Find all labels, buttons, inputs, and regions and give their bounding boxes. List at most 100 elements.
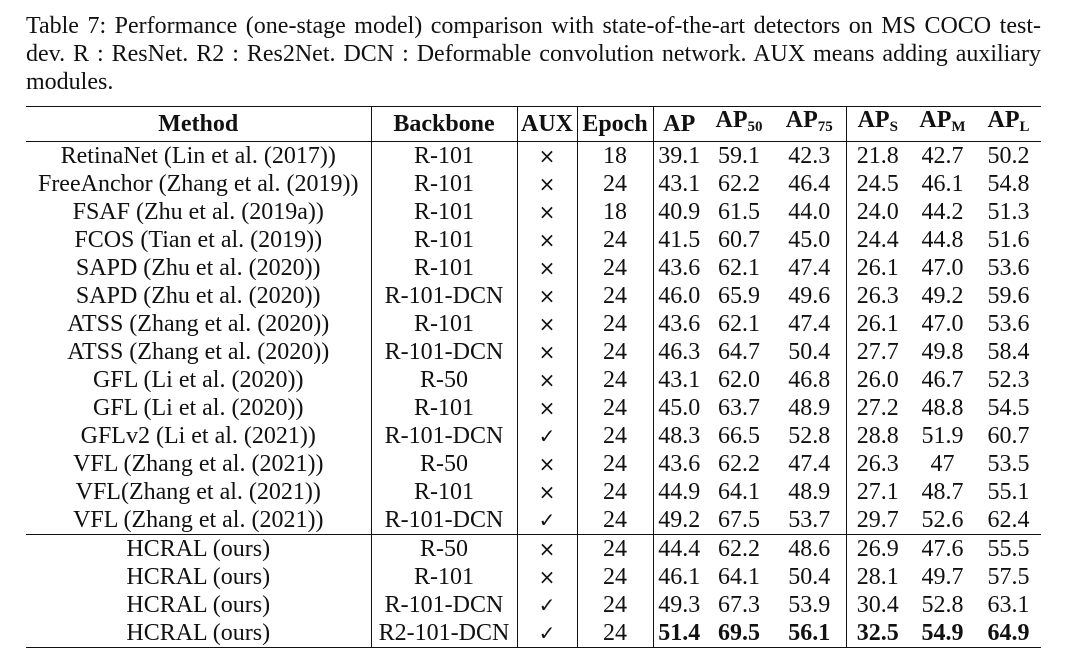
cell-backbone: R-50 bbox=[371, 534, 518, 563]
cell-method: VFL(Zhang et al. (2021)) bbox=[26, 478, 372, 506]
table-row: ATSS (Zhang et al. (2020)) R-101-DCN × 24 46… bbox=[26, 338, 1041, 366]
cell-apm: 47.0 bbox=[921, 310, 964, 337]
cell-aps: 29.7 bbox=[856, 506, 899, 533]
cell-ap50: 69.5 bbox=[705, 619, 773, 648]
table-row: HCRAL (ours) R-101 × 24 46.1 64.1 50.4 28.1 49.7… bbox=[26, 563, 1041, 591]
cell-apl: 57.5 bbox=[987, 563, 1030, 590]
cell-ap75: 53.9 bbox=[773, 591, 847, 619]
cell-epoch: 24 bbox=[577, 394, 654, 422]
cell-aux: × bbox=[517, 534, 578, 563]
table-caption: Table 7: Performance (one-stage model) c… bbox=[26, 13, 1041, 95]
cell-aps: 26.3 bbox=[856, 282, 899, 309]
cell-ap50: 62.2 bbox=[718, 170, 760, 197]
cell-apm: 46.1 bbox=[921, 170, 964, 197]
cell-aux: × bbox=[517, 254, 578, 282]
cell-method: HCRAL (ours) bbox=[26, 591, 372, 619]
table-row: HCRAL (ours) R-101-DCN ✓ 24 49.3 67.3 53.9 30.4… bbox=[26, 591, 1041, 619]
table-row: HCRAL (ours) R-50 × 24 44.4 62.2 48.6 26.9 47.6 5… bbox=[26, 534, 1041, 563]
cell-backbone: R-101 bbox=[371, 198, 518, 226]
cell-aux: × bbox=[517, 310, 578, 338]
cell-aux: × bbox=[517, 478, 578, 506]
cell-epoch: 24 bbox=[577, 366, 654, 394]
cell-aux: × bbox=[517, 450, 578, 478]
header-apm: APM bbox=[909, 106, 976, 142]
cell-ap75: 42.3 bbox=[773, 141, 847, 170]
cell-ap50: 67.3 bbox=[718, 591, 760, 618]
table-row: FSAF (Zhu et al. (2019a)) R-101 × 18 40.9 61.… bbox=[26, 198, 1041, 226]
cell-epoch: 24 bbox=[577, 170, 654, 198]
cell-apm: 49.8 bbox=[921, 338, 964, 365]
cell-aps: 26.1 bbox=[856, 310, 899, 337]
cell-apm: 52.6 bbox=[921, 506, 964, 533]
cell-backbone: R-101-DCN bbox=[371, 591, 518, 619]
cell-ap75: 48.9 bbox=[773, 394, 847, 422]
cell-apm: 49.7 bbox=[921, 563, 964, 590]
cell-method: RetinaNet (Lin et al. (2017)) bbox=[26, 141, 372, 170]
cell-ap75: 53.7 bbox=[773, 506, 847, 535]
cell-ap75: 50.4 bbox=[773, 338, 847, 366]
cell-backbone: R-101 bbox=[371, 254, 518, 282]
cell-apl: 53.6 bbox=[987, 254, 1030, 281]
cell-apm: 54.9 bbox=[909, 619, 976, 648]
table-row: GFL (Li et al. (2020)) R-50 × 24 43.1 62.0 46.… bbox=[26, 366, 1041, 394]
cell-ap50: 62.1 bbox=[718, 254, 760, 281]
cell-ap: 48.3 bbox=[658, 422, 701, 449]
cell-method: ATSS (Zhang et al. (2020)) bbox=[26, 338, 372, 366]
cell-epoch: 24 bbox=[577, 338, 654, 366]
table-row: VFL (Zhang et al. (2021)) R-50 × 24 43.6 62.2… bbox=[26, 450, 1041, 478]
cell-ap50: 65.9 bbox=[718, 282, 760, 309]
results-table: Method Backbone AUX Epoch AP AP50 AP75 A… bbox=[26, 106, 1041, 648]
cell-ap: 45.0 bbox=[658, 394, 701, 421]
cell-ap75: 56.1 bbox=[773, 619, 847, 648]
cell-epoch: 24 bbox=[577, 310, 654, 338]
cell-apm: 46.7 bbox=[921, 366, 964, 393]
cell-epoch: 24 bbox=[577, 226, 654, 254]
cell-ap50: 59.1 bbox=[718, 142, 760, 169]
table-row: ATSS (Zhang et al. (2020)) R-101 × 24 43.6 62… bbox=[26, 310, 1041, 338]
cell-aps: 28.1 bbox=[856, 563, 899, 590]
cell-ap: 44.4 bbox=[653, 534, 705, 563]
cell-epoch: 24 bbox=[577, 282, 654, 310]
cell-aps: 27.2 bbox=[856, 394, 899, 421]
cell-aps: 21.8 bbox=[856, 142, 899, 169]
cell-aux: × bbox=[517, 338, 578, 366]
cell-aps: 26.3 bbox=[856, 450, 899, 477]
cell-epoch: 24 bbox=[577, 422, 654, 450]
cell-apm: 47.0 bbox=[921, 254, 964, 281]
table-row: VFL (Zhang et al. (2021)) R-101-DCN ✓ 24 49.… bbox=[26, 506, 1041, 535]
cell-ap75: 47.4 bbox=[773, 450, 847, 478]
cell-aps: 26.1 bbox=[856, 254, 899, 281]
cell-method: SAPD (Zhu et al. (2020)) bbox=[26, 282, 372, 310]
cell-apm: 48.7 bbox=[921, 478, 964, 505]
cell-apl: 51.6 bbox=[987, 226, 1030, 253]
cell-apl: 55.1 bbox=[987, 478, 1030, 505]
cell-ap75: 44.0 bbox=[773, 198, 847, 226]
cell-apl: 50.2 bbox=[987, 142, 1030, 169]
cell-ap: 46.3 bbox=[658, 338, 701, 365]
table-header-row: Method Backbone AUX Epoch AP AP50 AP75 A… bbox=[26, 106, 1041, 142]
cell-ap50: 62.2 bbox=[718, 450, 760, 477]
header-method: Method bbox=[26, 106, 372, 142]
cell-ap50: 63.7 bbox=[718, 394, 760, 421]
cell-method: VFL (Zhang et al. (2021)) bbox=[26, 506, 372, 535]
cell-aps: 24.4 bbox=[856, 226, 899, 253]
cell-apm: 51.9 bbox=[921, 422, 964, 449]
cell-ap75: 45.0 bbox=[773, 226, 847, 254]
cell-ap75: 48.9 bbox=[773, 478, 847, 506]
table-row: VFL(Zhang et al. (2021)) R-101 × 24 44.9 64.1… bbox=[26, 478, 1041, 506]
cell-apl: 55.5 bbox=[976, 534, 1041, 563]
cell-epoch: 24 bbox=[577, 478, 654, 506]
cell-backbone: R-101 bbox=[371, 394, 518, 422]
cell-backbone: R-101-DCN bbox=[371, 282, 518, 310]
cell-epoch: 18 bbox=[577, 198, 654, 226]
cell-epoch: 24 bbox=[577, 619, 654, 648]
cell-apl: 63.1 bbox=[987, 591, 1030, 618]
header-aux: AUX bbox=[517, 106, 578, 142]
cell-ap75: 50.4 bbox=[773, 563, 847, 591]
cell-epoch: 24 bbox=[577, 534, 654, 563]
cell-ap: 43.1 bbox=[658, 366, 701, 393]
table-body: RetinaNet (Lin et al. (2017)) R-101 × 18 39.… bbox=[26, 141, 1041, 648]
cell-backbone: R-101 bbox=[371, 170, 518, 198]
cell-ap: 43.6 bbox=[658, 254, 701, 281]
cell-backbone: R-101 bbox=[371, 478, 518, 506]
